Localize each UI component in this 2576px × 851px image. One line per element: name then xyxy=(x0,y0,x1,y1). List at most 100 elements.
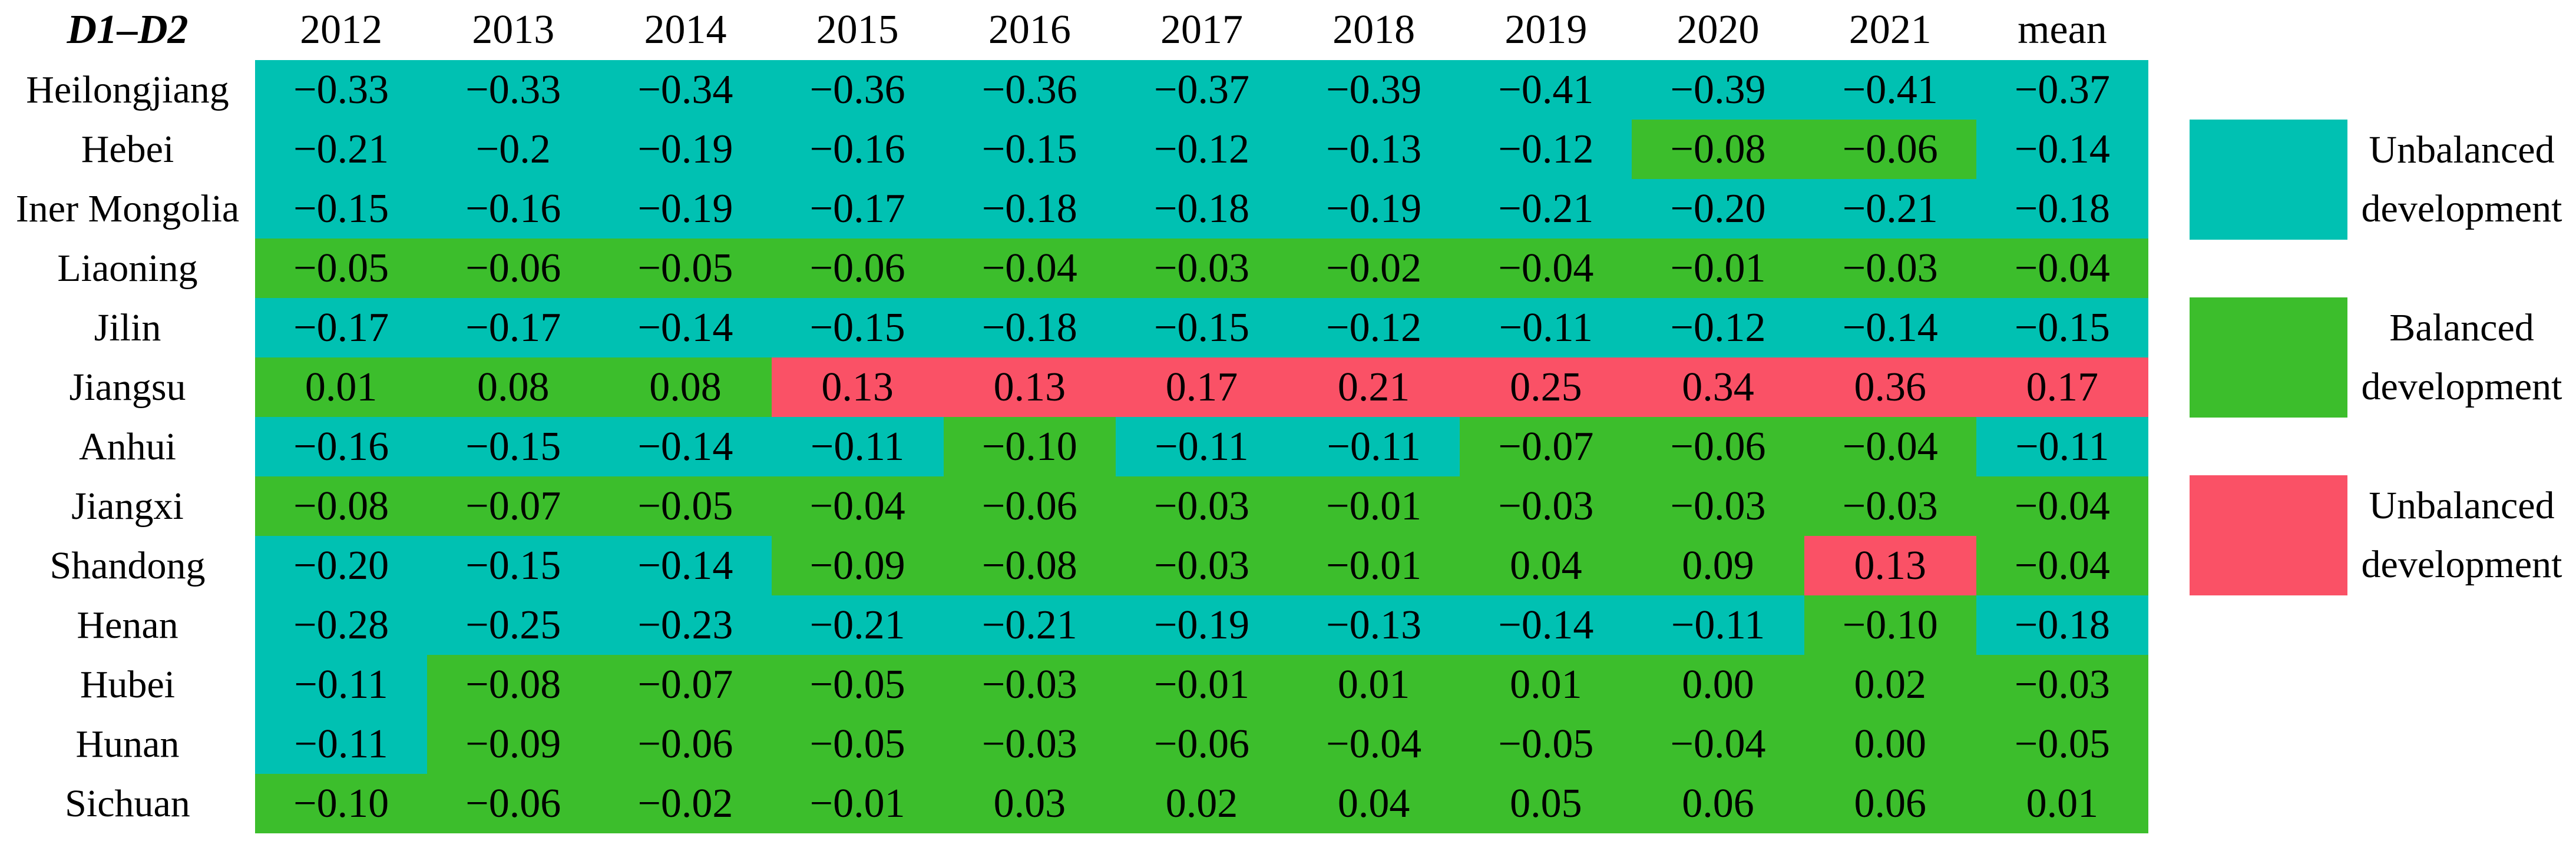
table-cell: −0.07 xyxy=(1460,417,1632,476)
column-header: 2015 xyxy=(771,0,944,60)
table-cell: −0.20 xyxy=(1632,179,1804,239)
table-cell: −0.09 xyxy=(771,536,944,595)
table-cell: −0.06 xyxy=(1804,120,1976,179)
table-cell: −0.06 xyxy=(427,239,600,298)
table-cell: −0.03 xyxy=(1804,239,1976,298)
table-cell: 0.02 xyxy=(1804,655,1976,714)
table-cell: −0.03 xyxy=(1115,476,1288,536)
table-cell: −0.39 xyxy=(1288,60,1460,120)
table-cell: −0.21 xyxy=(1804,179,1976,239)
row-label: Hubei xyxy=(0,655,255,714)
table-cell: −0.12 xyxy=(1460,120,1632,179)
table-cell: −0.05 xyxy=(599,239,772,298)
legend-entry: Unbalanced development xyxy=(2190,120,2576,240)
table-cell: 0.00 xyxy=(1804,714,1976,774)
table-cell: −0.14 xyxy=(599,298,772,357)
table-cell: −0.05 xyxy=(599,476,772,536)
table-cell: −0.07 xyxy=(599,655,772,714)
table-cell: 0.34 xyxy=(1632,357,1804,417)
table-cell: −0.11 xyxy=(255,655,428,714)
row-label: Jilin xyxy=(0,298,255,357)
table-cell: −0.03 xyxy=(1115,239,1288,298)
table-cell: −0.04 xyxy=(1804,417,1976,476)
table-cell: −0.03 xyxy=(1115,536,1288,595)
table-cell: −0.21 xyxy=(255,120,428,179)
table-cell: −0.04 xyxy=(1976,239,2148,298)
table-cell: −0.17 xyxy=(427,298,600,357)
table-cell: 0.08 xyxy=(427,357,600,417)
table-cell: −0.12 xyxy=(1288,298,1460,357)
table-cell: −0.21 xyxy=(771,595,944,655)
table-cell: −0.08 xyxy=(255,476,428,536)
table-cell: −0.15 xyxy=(255,179,428,239)
table-cell: −0.05 xyxy=(255,239,428,298)
table-cell: −0.10 xyxy=(255,774,428,833)
table-cell: −0.06 xyxy=(943,476,1116,536)
row-label: Shandong xyxy=(0,536,255,595)
table-cell: −0.05 xyxy=(771,714,944,774)
table-cell: −0.03 xyxy=(1632,476,1804,536)
table-cell: −0.34 xyxy=(599,60,772,120)
column-header: 2020 xyxy=(1632,0,1804,60)
table-cell: −0.06 xyxy=(1632,417,1804,476)
table-cell: −0.11 xyxy=(771,417,944,476)
column-header: 2013 xyxy=(427,0,600,60)
table-cell: −0.04 xyxy=(1976,476,2148,536)
table-cell: −0.19 xyxy=(1288,179,1460,239)
table-cell: −0.08 xyxy=(943,536,1116,595)
legend-label-line1: Unbalanced xyxy=(2369,128,2555,171)
legend-label-line1: Balanced xyxy=(2389,306,2534,349)
legend-swatch-t-icon xyxy=(2190,120,2347,240)
table-cell: −0.15 xyxy=(1115,298,1288,357)
table-cell: −0.37 xyxy=(1115,60,1288,120)
table-cell: −0.04 xyxy=(1632,714,1804,774)
table-cell: −0.11 xyxy=(1115,417,1288,476)
table-cell: −0.03 xyxy=(1460,476,1632,536)
column-header: 2019 xyxy=(1460,0,1632,60)
table-cell: −0.11 xyxy=(1288,417,1460,476)
table-cell: −0.15 xyxy=(427,536,600,595)
table-cell: −0.02 xyxy=(599,774,772,833)
table-cell: −0.36 xyxy=(771,60,944,120)
table-cell: −0.21 xyxy=(1460,179,1632,239)
table-cell: −0.03 xyxy=(1804,476,1976,536)
table-cell: −0.18 xyxy=(943,298,1116,357)
table-cell: −0.03 xyxy=(943,714,1116,774)
table-cell: −0.16 xyxy=(255,417,428,476)
row-label: Hebei xyxy=(0,120,255,179)
column-header: mean xyxy=(1976,0,2148,60)
table-cell: −0.01 xyxy=(1115,655,1288,714)
table-cell: −0.19 xyxy=(599,120,772,179)
table-cell: 0.13 xyxy=(1804,536,1976,595)
table-cell: 0.03 xyxy=(943,774,1116,833)
column-header: 2021 xyxy=(1804,0,1976,60)
table-cell: −0.17 xyxy=(771,179,944,239)
legend-entry: Balanced development xyxy=(2190,297,2576,418)
table-cell: −0.39 xyxy=(1632,60,1804,120)
table-cell: −0.11 xyxy=(1632,595,1804,655)
legend-label-line2: development xyxy=(2361,187,2562,230)
table-cell: −0.15 xyxy=(427,417,600,476)
table-cell: −0.11 xyxy=(255,714,428,774)
table-cell: −0.04 xyxy=(1460,239,1632,298)
table-cell: −0.19 xyxy=(599,179,772,239)
table-cell: 0.08 xyxy=(599,357,772,417)
legend-label-line2: development xyxy=(2361,365,2562,408)
table-cell: −0.13 xyxy=(1288,595,1460,655)
table-cell: −0.06 xyxy=(1115,714,1288,774)
column-header: 2014 xyxy=(599,0,772,60)
table-cell: −0.01 xyxy=(771,774,944,833)
table-cell: −0.11 xyxy=(1976,417,2148,476)
table-cell: −0.01 xyxy=(1288,536,1460,595)
legend-label-line1: Unbalanced xyxy=(2369,484,2555,527)
table-cell: −0.18 xyxy=(1115,179,1288,239)
table-cell: −0.04 xyxy=(771,476,944,536)
table-cell: 0.02 xyxy=(1115,774,1288,833)
table-cell: −0.08 xyxy=(427,655,600,714)
row-label: Anhui xyxy=(0,417,255,476)
column-header: 2017 xyxy=(1115,0,1288,60)
table-cell: 0.13 xyxy=(771,357,944,417)
table-cell: −0.08 xyxy=(1632,120,1804,179)
table-cell: −0.15 xyxy=(771,298,944,357)
